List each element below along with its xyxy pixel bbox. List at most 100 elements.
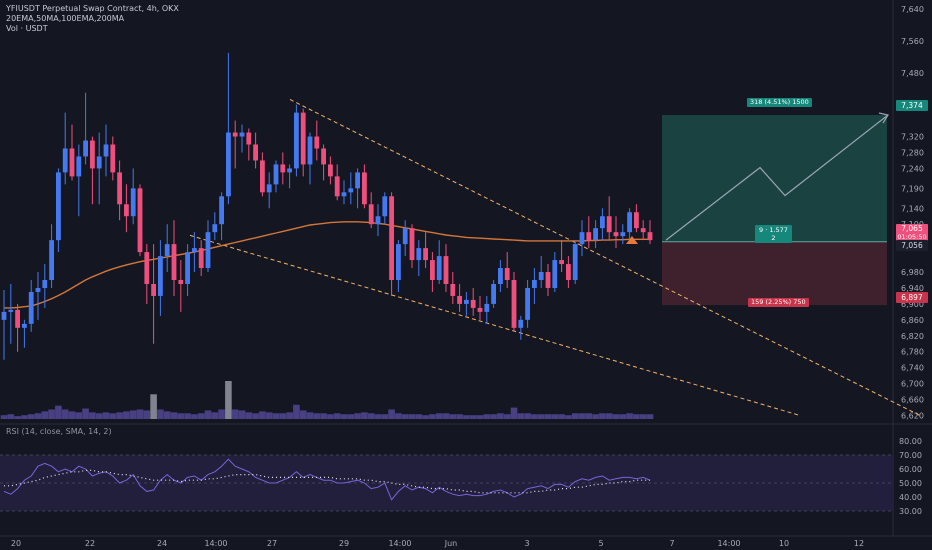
volume-bars bbox=[0, 381, 654, 419]
candle-body bbox=[117, 172, 122, 205]
candle-body bbox=[69, 148, 75, 177]
candle-body bbox=[477, 307, 483, 312]
price-tick-label: 6,980 bbox=[901, 268, 924, 277]
moving-average-line bbox=[4, 221, 650, 309]
time-tick-label: 20 bbox=[11, 539, 21, 548]
time-tick-label: 12 bbox=[854, 539, 864, 548]
volume-bar bbox=[524, 413, 531, 419]
candle-body bbox=[49, 240, 54, 280]
volume-bar bbox=[578, 413, 586, 419]
candle-body bbox=[287, 168, 292, 173]
volume-bar bbox=[558, 414, 565, 419]
volume-bar bbox=[565, 415, 572, 419]
candle-body bbox=[532, 280, 537, 288]
volume-bar bbox=[347, 414, 355, 419]
candle-body bbox=[613, 232, 619, 237]
rsi-sma-line bbox=[4, 469, 650, 494]
chart-title: YFIUSDT Perpetual Swap Contract, 4h, OKX bbox=[6, 4, 179, 13]
projection-line bbox=[665, 114, 889, 241]
volume-bar bbox=[299, 410, 307, 419]
candle-body bbox=[423, 248, 428, 261]
candle-body bbox=[96, 156, 102, 169]
volume-bar bbox=[599, 413, 606, 419]
candle-body bbox=[511, 280, 517, 328]
candle-body bbox=[552, 260, 558, 288]
volume-bar bbox=[469, 415, 477, 419]
stop-label: 159 (2.25%) 750 bbox=[748, 298, 809, 307]
volume-bar bbox=[388, 409, 395, 419]
candle-body bbox=[409, 228, 415, 261]
candle-body bbox=[566, 264, 571, 280]
volume-bar bbox=[415, 414, 423, 419]
candle-body bbox=[90, 140, 95, 169]
candle-body bbox=[198, 248, 204, 269]
volume-bar bbox=[82, 408, 89, 419]
volume-bar bbox=[313, 413, 321, 419]
volume-bar bbox=[109, 413, 117, 419]
candle-body bbox=[382, 196, 388, 217]
time-tick-label: 7 bbox=[669, 539, 674, 548]
candle-body bbox=[572, 244, 578, 280]
candle-body bbox=[266, 184, 272, 193]
price-tick-label: 6,660 bbox=[901, 396, 924, 405]
candle-body bbox=[368, 204, 374, 225]
candle-body bbox=[239, 132, 245, 137]
candle-body bbox=[402, 228, 408, 245]
volume-bar bbox=[340, 414, 348, 419]
candle-body bbox=[538, 272, 544, 280]
volume-bar bbox=[0, 415, 8, 419]
price-tick-label: 7,320 bbox=[901, 133, 924, 142]
candle-body bbox=[436, 256, 442, 280]
candle-body bbox=[498, 268, 503, 284]
candle-body bbox=[212, 224, 218, 233]
volume-bar bbox=[286, 412, 293, 419]
stop-price-badge: 6,897 bbox=[896, 292, 928, 303]
volume-bar bbox=[211, 412, 219, 419]
volume-bar bbox=[327, 414, 334, 419]
wedge-upper bbox=[289, 99, 921, 416]
candle-body bbox=[144, 252, 150, 284]
volume-bar bbox=[184, 413, 191, 419]
volume-legend: Vol · USDT bbox=[6, 24, 48, 33]
entry-price-badge: 7,056 bbox=[896, 240, 928, 251]
volume-bar bbox=[61, 409, 69, 419]
candle-body bbox=[232, 132, 238, 137]
price-tick-label: 7,560 bbox=[901, 37, 924, 46]
candle-body bbox=[110, 144, 116, 173]
candle-body bbox=[28, 291, 34, 324]
risk-reward-sub: 2 bbox=[771, 234, 776, 242]
volume-bar bbox=[197, 413, 205, 419]
candle-body bbox=[450, 283, 456, 296]
candle-body bbox=[294, 112, 299, 169]
time-tick-label: 14:00 bbox=[717, 539, 740, 548]
candle-body bbox=[192, 248, 197, 253]
candle-body bbox=[8, 309, 14, 312]
price-tick-label: 7,140 bbox=[901, 204, 924, 213]
target-label: 318 (4.51%) 1500 bbox=[747, 98, 812, 107]
candle-body bbox=[103, 144, 109, 157]
rsi-line bbox=[3, 458, 651, 501]
volume-bar bbox=[381, 414, 389, 419]
candle-body bbox=[579, 232, 585, 245]
candle-body bbox=[457, 295, 462, 304]
candle-body bbox=[205, 232, 211, 269]
volume-bar bbox=[265, 412, 273, 419]
current-price: 7,065 bbox=[901, 224, 923, 233]
candle-body bbox=[22, 323, 27, 328]
price-tick-label: 7,640 bbox=[901, 5, 924, 14]
volume-bar bbox=[408, 414, 416, 419]
candle-body bbox=[185, 252, 190, 284]
candle-body bbox=[355, 172, 360, 189]
position-zone bbox=[662, 115, 887, 306]
candle-body bbox=[600, 216, 605, 229]
candle-body bbox=[464, 299, 469, 304]
volume-bar bbox=[605, 413, 613, 419]
volume-bar bbox=[191, 414, 198, 419]
candle-body bbox=[273, 164, 279, 185]
candle-body bbox=[1, 311, 7, 320]
candle-body bbox=[491, 283, 496, 304]
candle-body bbox=[328, 164, 333, 177]
candle-body bbox=[124, 204, 129, 217]
ma-line bbox=[4, 221, 650, 309]
